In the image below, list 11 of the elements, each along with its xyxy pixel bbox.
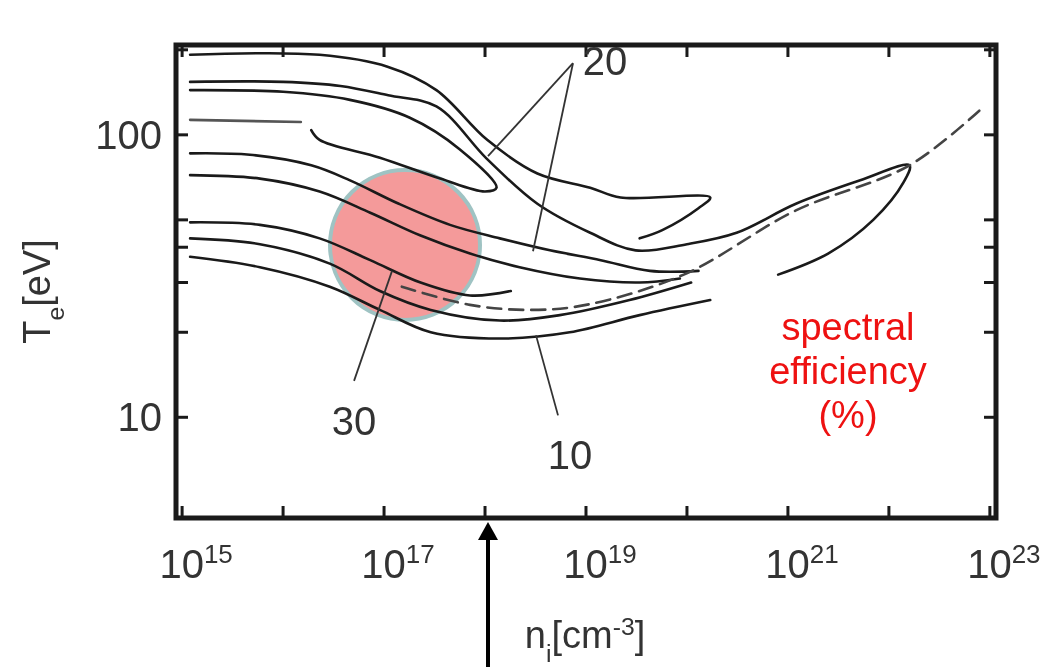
x-tick-label: 10$^{19}$ [563,539,637,586]
annotation: spectral efficiency (%) [769,306,927,436]
x-axis-title: n$_{i}$[cm$^{-3}$] [524,612,646,667]
annotation: 10 [547,433,593,478]
x-tick-label: 10$^{21}$ [765,539,839,586]
annotation: 20 [582,39,628,84]
x-tick-label: 10$^{17}$ [361,539,435,586]
y-tick-label: 100 [95,112,162,157]
x-tick-label: 10$^{15}$ [159,539,233,586]
x-tick-label: 10$^{23}$ [967,539,1041,586]
annotation: 30 [331,398,377,443]
